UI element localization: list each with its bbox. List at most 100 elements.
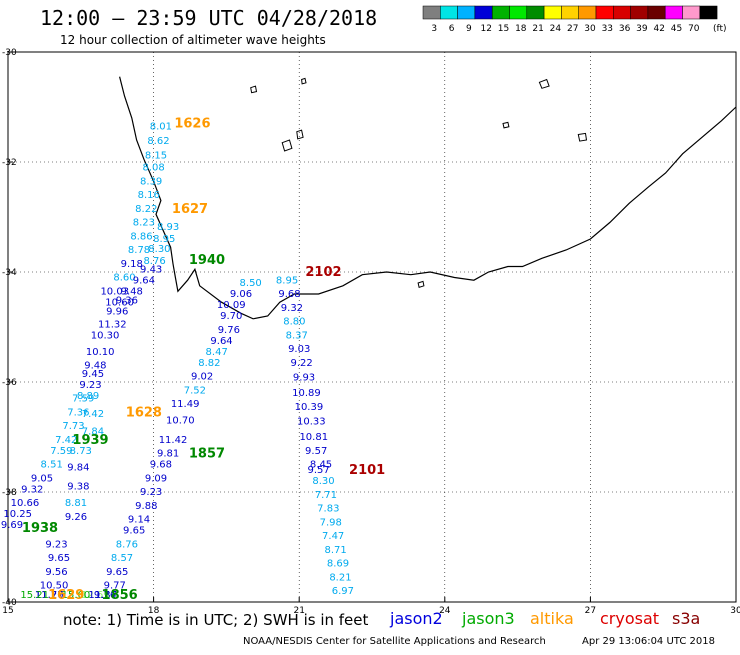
x-tick-label: 18 (148, 606, 160, 616)
colorbar-tick-label: 33 (602, 24, 613, 34)
wave-height-label: 8.95 (153, 234, 175, 245)
colorbar-tick-label: 27 (567, 24, 578, 34)
map-frame (7, 51, 737, 603)
track-2101: 8.459.578.30 7.71 7.83 7.98 7.47 8.71 8.69 8.21… (307, 460, 385, 598)
wave-height-label: 10.70 (166, 416, 195, 427)
colorbar-tick-label: 9 (466, 24, 472, 34)
colorbar-tick-label: 21 (532, 24, 543, 34)
wave-height-label: 8.95 (276, 275, 298, 286)
pass-time-label: 1857 (189, 447, 225, 462)
colorbar-swatch (578, 5, 597, 20)
wave-height-label: 8.50 (240, 278, 262, 289)
wave-height-label: 9.03 (288, 344, 310, 355)
pass-time-label: 1939 (72, 433, 108, 448)
coastline (119, 76, 737, 320)
footer-credit: NOAA/NESDIS Center for Satellite Applica… (243, 636, 546, 647)
wave-height-label: 7.59 (72, 394, 94, 405)
wave-height-label: 8.30 (312, 476, 334, 487)
wave-height-label: 8.30 (148, 244, 170, 255)
colorbar-tick-label: 30 (584, 24, 596, 34)
x-tick-label: 30 (730, 606, 740, 616)
colorbar-swatch (699, 5, 718, 20)
wave-height-label: 9.18 (121, 259, 143, 270)
wave-height-label: 9.64 (210, 336, 232, 347)
x-tick-label: 27 (585, 606, 596, 616)
wave-height-label: 7.42 (82, 409, 104, 420)
wave-height-label: 9.23 (140, 487, 162, 498)
colorbar-swatch (561, 5, 579, 20)
colorbar-swatch (543, 5, 562, 20)
wave-height-label: 15.60 (62, 590, 91, 601)
wave-height-label: 7.47 (322, 531, 344, 542)
wave-height-label: 8.45 (310, 460, 332, 471)
wave-height-label: 9.70 (220, 311, 242, 322)
track-1626: 8.01 8.62 8.15 8.08 8.39 8.16 8.22 8.23 8.86 8.78… (128, 117, 211, 257)
track-1940: 9.189.438.609.6410.039.4810.609.369.9611… (55, 253, 225, 446)
wave-height-label: 8.86 (130, 231, 152, 242)
track-1628: 1628 (126, 405, 162, 420)
wave-height-label: 8.51 (41, 460, 63, 471)
track-1857: 9.8111.4210.7011.497.529.028.828.479.649… (157, 278, 262, 462)
colorbar-tick-label: 45 (671, 24, 682, 34)
wave-height-label: 8.39 (140, 176, 162, 187)
wave-height-label: 9.76 (94, 590, 116, 601)
wave-height-label: 8.82 (198, 358, 220, 369)
wave-height-label: 9.88 (135, 501, 157, 512)
wave-height-label: 8.16 (138, 190, 160, 201)
colorbar-swatch (440, 5, 458, 20)
wave-height-label: 8.23 (133, 218, 155, 229)
wave-height-label: 8.81 (65, 498, 87, 509)
island-outline (538, 78, 550, 89)
chart-subtitle: 12 hour collection of altimeter wave hei… (60, 33, 326, 47)
wave-height-label: 9.84 (67, 462, 89, 473)
colorbar-legend: 3 6 9 12 15 18 21 24 27 30 33 36 39 42 45 70 (422, 5, 718, 34)
wave-height-label: 9.26 (65, 512, 87, 523)
colorbar-swatch (682, 5, 701, 20)
y-tick-label: -36 (2, 378, 17, 388)
wave-height-label: 10.30 (91, 330, 120, 341)
wave-height-label: 10.50 (40, 581, 69, 592)
island-outline (502, 121, 510, 129)
satellite-legend-s3a: s3a (672, 609, 700, 628)
wave-height-label: 7.73 (62, 421, 84, 432)
coastline-path (119, 76, 737, 320)
colorbar-tick-label: 39 (636, 24, 648, 34)
wave-height-label: 10.66 (11, 498, 40, 509)
colorbar-swatch (613, 5, 631, 20)
island-outline (577, 132, 588, 142)
wave-height-label: 9.69 (1, 520, 23, 531)
wave-height-label: 6.97 (332, 586, 354, 597)
wave-height-label: 11.27 (35, 590, 64, 601)
satellite-legend-cryosat: cryosat (600, 609, 659, 628)
island-outline (301, 77, 307, 85)
wave-height-label: 8.37 (286, 330, 308, 341)
wave-height-label: 9.65 (48, 553, 70, 564)
wave-height-label: 9.43 (140, 264, 162, 275)
wave-height-label: 9.38 (67, 482, 89, 493)
x-tick-label: 24 (439, 606, 451, 616)
colorbar-swatch (422, 5, 441, 20)
wave-height-label: 9.65 (123, 526, 145, 537)
wave-height-label: 8.47 (206, 347, 228, 358)
pass-time-label: 1628 (126, 405, 162, 420)
colorbar-tick-label: 15 (498, 24, 509, 34)
wave-height-label: 7.59 (50, 446, 72, 457)
track-2102: 8.95 9.68 9.32 8.80 8.37 9.03 9.22 9.93 10.89 10.… (276, 265, 342, 457)
wave-height-label: 10.10 (86, 347, 115, 358)
axis-ticks: 15 18 21 24 27 30 -30 -32 -34 -36 -38 -40 (2, 48, 740, 616)
wave-height-label: 11.32 (98, 319, 127, 330)
colorbar-tick-label: 6 (449, 24, 455, 34)
wave-height-label: 8.69 (327, 559, 349, 570)
colorbar-tick-label: 42 (653, 24, 664, 34)
pass-time-label: 1627 (172, 202, 208, 217)
pass-time-label: 2102 (305, 265, 341, 280)
pass-time-label: 1629 (48, 588, 84, 603)
island-outline (417, 280, 425, 289)
wave-height-label: 10.03 (100, 286, 129, 297)
wave-height-label: 8.21 (329, 572, 351, 583)
wave-height-label: 10.33 (297, 417, 326, 428)
colorbar-swatch (491, 5, 510, 20)
wave-height-label: 8.89 (77, 391, 99, 402)
